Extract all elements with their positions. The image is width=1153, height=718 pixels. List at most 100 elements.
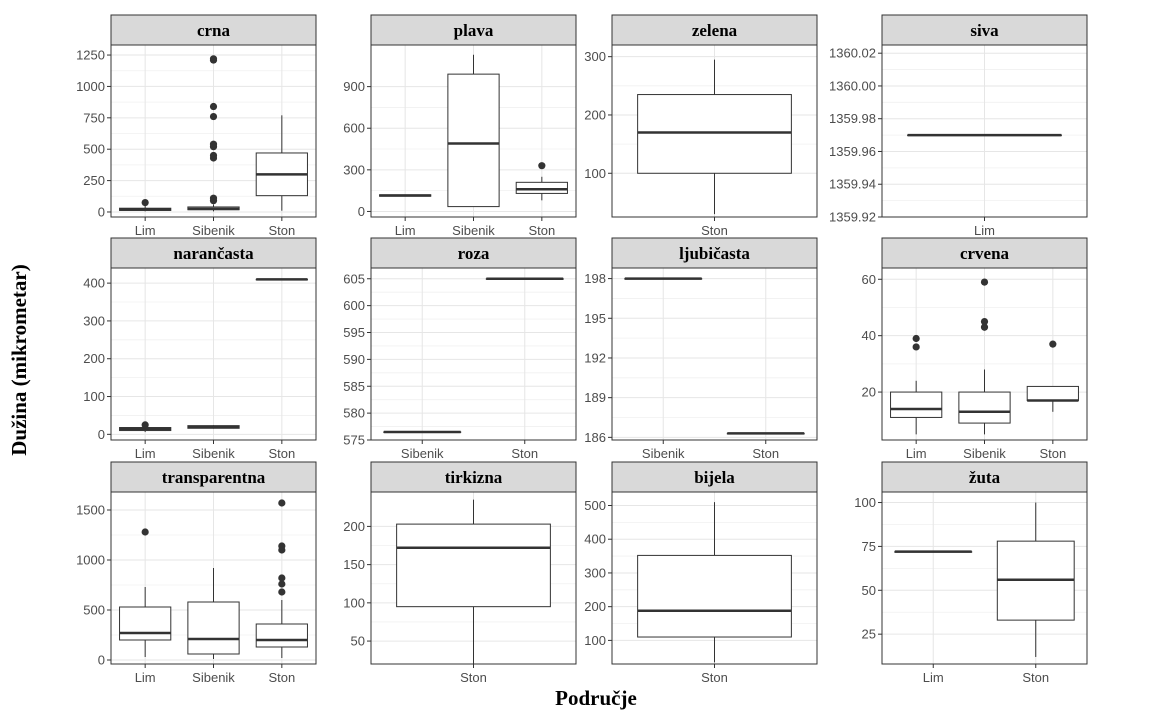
y-tick-label: 60 <box>862 272 876 287</box>
outlier-point <box>209 55 218 63</box>
boxplot <box>187 425 240 429</box>
y-tick-label: 25 <box>862 627 876 642</box>
box-iqr <box>958 391 1011 424</box>
plot-background <box>371 268 576 440</box>
facet-strip-title: narančasta <box>173 244 254 263</box>
panel-border <box>881 44 1088 218</box>
y-tick-label: 100 <box>83 389 105 404</box>
facet-panel: transparentna 0 500 1000 1500 Lim Sibenik Ston <box>76 461 317 685</box>
facet-strip <box>611 14 818 46</box>
y-tick-label: 600 <box>343 121 365 136</box>
y-tick-label: 0 <box>98 653 105 668</box>
facet-panel: crna 0 250 500 750 1000 1250 Lim Sibenik Ston <box>76 14 317 238</box>
facet-panel: tirkizna 50 100 150 200 Ston <box>343 461 577 685</box>
x-axis-title: Područje <box>555 686 637 710</box>
facet-strip-title: transparentna <box>162 468 266 487</box>
boxplot <box>890 334 943 435</box>
outlier-point <box>980 317 989 326</box>
y-tick-label: 195 <box>584 311 606 326</box>
y-tick-label: 1500 <box>76 503 105 518</box>
y-tick-label: 580 <box>343 406 365 421</box>
outlier-point <box>141 528 149 536</box>
outlier-point <box>912 334 920 343</box>
x-tick-label: Ston <box>268 446 295 461</box>
panel-border <box>110 267 317 441</box>
plot-background <box>612 268 817 440</box>
y-tick-label: 300 <box>584 49 606 64</box>
outlier-point <box>278 574 286 582</box>
y-tick-label: 300 <box>83 313 105 328</box>
outlier-point <box>209 151 218 160</box>
facet-strip-title: crvena <box>960 244 1010 263</box>
y-axis-title: Dužina (mikrometar) <box>7 264 31 456</box>
x-tick-label: Lim <box>395 223 416 238</box>
box-iqr <box>515 181 568 194</box>
boxplot <box>119 421 172 433</box>
boxplot <box>637 59 792 215</box>
y-tick-label: 500 <box>584 498 606 513</box>
facet-panel: žuta 25 50 75 100 Lim Ston <box>854 461 1088 685</box>
facet-strip-title: žuta <box>969 468 1001 487</box>
y-tick-label: 192 <box>584 350 606 365</box>
box-iqr <box>255 623 308 648</box>
y-tick-label: 400 <box>584 532 606 547</box>
facet-strip <box>370 237 577 269</box>
y-tick-label: 40 <box>862 328 876 343</box>
y-tick-label: 0 <box>358 204 365 219</box>
outlier-point <box>1049 340 1057 348</box>
y-tick-label: 575 <box>343 433 365 448</box>
y-tick-label: 200 <box>584 107 606 122</box>
x-tick-label: Ston <box>511 446 538 461</box>
facet-strip-title: tirkizna <box>445 468 503 487</box>
facet-strip-title: bijela <box>694 468 735 487</box>
outlier-point <box>278 580 286 588</box>
y-tick-label: 590 <box>343 352 365 367</box>
panel-border <box>881 267 1088 441</box>
y-tick-label: 585 <box>343 379 365 394</box>
y-tick-label: 1360.00 <box>829 78 876 93</box>
boxplot <box>119 198 172 212</box>
y-tick-label: 900 <box>343 79 365 94</box>
boxplot <box>624 277 703 280</box>
y-tick-label: 600 <box>343 298 365 313</box>
boxplot <box>1026 340 1079 412</box>
y-tick-label: 100 <box>584 166 606 181</box>
facet-strip <box>370 461 577 493</box>
y-tick-label: 200 <box>343 519 365 534</box>
x-tick-label: Sibenik <box>401 446 444 461</box>
facet-strip-title: plava <box>454 21 494 40</box>
facet-strip <box>611 237 818 269</box>
x-tick-label: Ston <box>1039 446 1066 461</box>
x-tick-label: Sibenik <box>963 446 1006 461</box>
x-tick-label: Sibenik <box>192 670 235 685</box>
box-iqr <box>1026 385 1079 402</box>
facet-strip <box>611 461 818 493</box>
outlier-point <box>141 421 149 429</box>
y-tick-label: 1359.92 <box>829 210 876 225</box>
y-tick-label: 500 <box>83 142 105 157</box>
facet-panel: zelena 100 200 300 Ston <box>584 14 818 238</box>
facet-strip-title: crna <box>197 21 231 40</box>
y-tick-label: 50 <box>862 583 876 598</box>
x-tick-label: Sibenik <box>192 223 235 238</box>
facet-strip-title: zelena <box>692 21 738 40</box>
box-iqr <box>447 73 500 208</box>
boxplot <box>187 568 240 659</box>
boxplot <box>907 133 1062 137</box>
boxplot <box>447 54 500 208</box>
outlier-point <box>278 588 286 596</box>
outlier-point <box>209 140 218 148</box>
outlier-point <box>980 278 989 286</box>
panel-border <box>611 267 818 441</box>
boxplot <box>119 528 172 657</box>
panel-border <box>611 491 818 665</box>
outlier-point <box>278 542 286 550</box>
x-tick-label: Ston <box>528 223 555 238</box>
y-tick-label: 0 <box>98 427 105 442</box>
outlier-point <box>538 162 546 170</box>
boxplot <box>255 115 308 211</box>
outlier-point <box>141 198 149 207</box>
facet-panel: siva 1359.92 1359.94 1359.96 1359.98 1360.00 1… <box>829 14 1088 238</box>
